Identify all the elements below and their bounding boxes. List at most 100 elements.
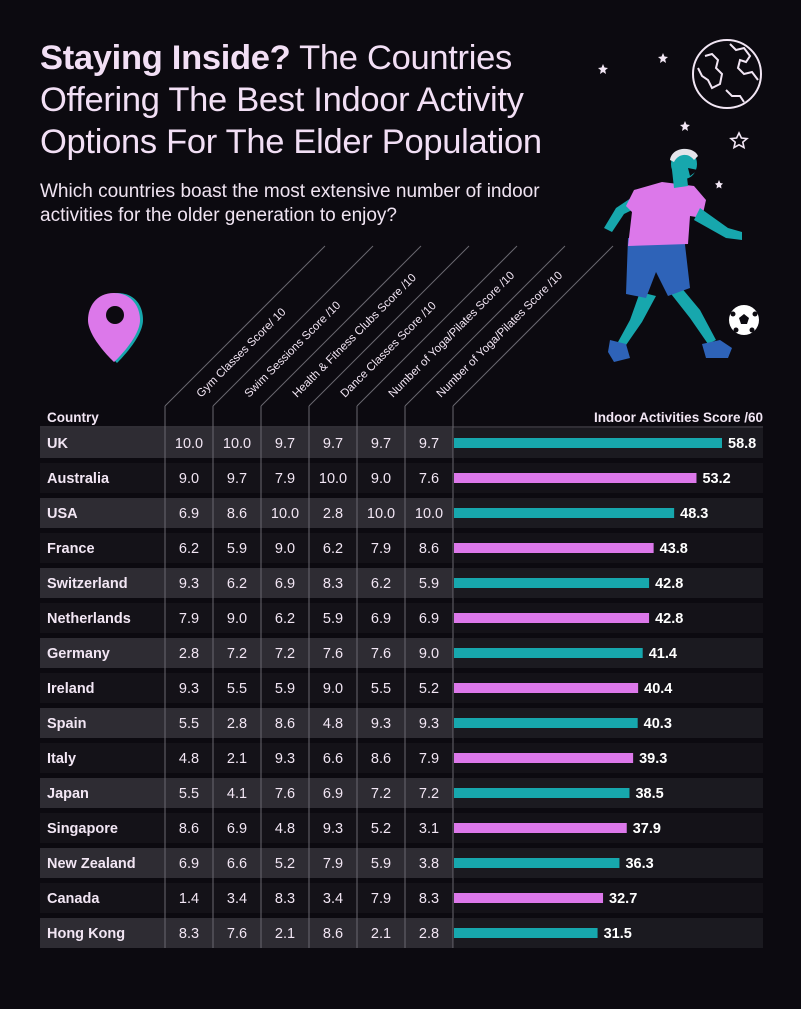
score-column-header: Indoor Activities Score /60 bbox=[594, 410, 763, 425]
score-cell: 2.1 bbox=[275, 926, 295, 942]
table-row: Singapore 8.6 6.9 4.8 9.3 5.2 3.1 37.9 bbox=[47, 821, 661, 837]
score-cell: 8.3 bbox=[275, 891, 295, 907]
score-cell: 8.6 bbox=[323, 926, 343, 942]
country-label: Netherlands bbox=[47, 611, 131, 627]
score-cell: 9.3 bbox=[179, 681, 199, 697]
table-row: USA 6.9 8.6 10.0 2.8 10.0 10.0 48.3 bbox=[47, 506, 708, 522]
star-icon bbox=[598, 53, 723, 189]
header-diagonal bbox=[260, 245, 422, 407]
score-cell: 7.6 bbox=[323, 646, 343, 662]
score-cell: 4.8 bbox=[179, 751, 199, 767]
row-background bbox=[40, 428, 453, 458]
total-label: 42.8 bbox=[655, 611, 683, 627]
table-row: Hong Kong 8.3 7.6 2.1 8.6 2.1 2.8 31.5 bbox=[47, 926, 632, 942]
score-cell: 8.6 bbox=[179, 821, 199, 837]
score-cell: 2.8 bbox=[179, 646, 199, 662]
title-bold: Staying Inside? bbox=[40, 39, 291, 77]
total-label: 36.3 bbox=[625, 856, 653, 872]
row-background bbox=[40, 463, 453, 493]
score-cell: 5.9 bbox=[275, 681, 295, 697]
score-cell: 7.2 bbox=[419, 786, 439, 802]
total-bar bbox=[454, 823, 627, 833]
row-background bbox=[40, 533, 453, 563]
page-subtitle: Which countries boast the most extensive… bbox=[40, 181, 540, 226]
header-diagonal bbox=[452, 245, 614, 407]
score-cell: 9.0 bbox=[323, 681, 343, 697]
score-cell: 3.1 bbox=[419, 821, 439, 837]
row-background bbox=[40, 568, 453, 598]
header-diagonal bbox=[212, 245, 374, 407]
score-cell: 7.9 bbox=[419, 751, 439, 767]
score-cell: 5.2 bbox=[371, 821, 391, 837]
table-row: Germany 2.8 7.2 7.2 7.6 7.6 9.0 41.4 bbox=[47, 646, 677, 662]
row-background bbox=[40, 638, 453, 668]
football-player-illustration bbox=[604, 148, 742, 362]
total-bar bbox=[454, 788, 630, 798]
score-cell: 5.2 bbox=[419, 681, 439, 697]
score-cell: 4.1 bbox=[227, 786, 247, 802]
star-outline-icon bbox=[729, 131, 749, 150]
total-bar bbox=[454, 473, 697, 483]
country-label: Italy bbox=[47, 751, 76, 767]
score-cell: 7.2 bbox=[275, 646, 295, 662]
total-bar bbox=[454, 858, 620, 868]
table-row: Australia 9.0 9.7 7.9 10.0 9.0 7.6 53.2 bbox=[47, 471, 731, 487]
country-column-header: Country bbox=[47, 410, 99, 425]
row-background bbox=[40, 813, 453, 843]
score-cell: 1.4 bbox=[179, 891, 199, 907]
score-cell: 9.0 bbox=[275, 541, 295, 557]
total-label: 42.8 bbox=[655, 576, 683, 592]
title-rest: The Countries Offering The Best Indoor A… bbox=[40, 39, 542, 161]
score-cell: 9.3 bbox=[275, 751, 295, 767]
score-cell: 6.9 bbox=[227, 821, 247, 837]
total-bar bbox=[454, 543, 654, 553]
header-diagonal bbox=[308, 245, 470, 407]
score-cell: 5.5 bbox=[179, 786, 199, 802]
score-cell: 10.0 bbox=[223, 436, 251, 452]
score-cell: 7.6 bbox=[275, 786, 295, 802]
row-background bbox=[40, 918, 453, 948]
score-cell: 5.9 bbox=[323, 611, 343, 627]
column-header: Dance Classes Score /10 bbox=[339, 300, 439, 400]
score-cell: 5.9 bbox=[371, 856, 391, 872]
country-label: Spain bbox=[47, 716, 86, 732]
table-row: Ireland 9.3 5.5 5.9 9.0 5.5 5.2 40.4 bbox=[47, 681, 672, 697]
score-cell: 2.8 bbox=[419, 926, 439, 942]
total-label: 40.3 bbox=[644, 716, 672, 732]
score-cell: 9.7 bbox=[275, 436, 295, 452]
table-row: Canada 1.4 3.4 8.3 3.4 7.9 8.3 32.7 bbox=[47, 891, 637, 907]
total-bar bbox=[454, 508, 675, 518]
country-label: France bbox=[47, 541, 95, 557]
column-header: Gym Classes Score/ 10 bbox=[195, 306, 289, 400]
score-cell: 8.3 bbox=[419, 891, 439, 907]
score-cell: 5.2 bbox=[275, 856, 295, 872]
country-label: UK bbox=[47, 436, 68, 452]
total-label: 58.8 bbox=[728, 436, 756, 452]
country-label: USA bbox=[47, 506, 78, 522]
score-cell: 7.2 bbox=[227, 646, 247, 662]
score-cell: 7.9 bbox=[371, 891, 391, 907]
total-label: 48.3 bbox=[680, 506, 708, 522]
total-label: 39.3 bbox=[639, 751, 667, 767]
globe-icon bbox=[692, 39, 762, 109]
table-row: Switzerland 9.3 6.2 6.9 8.3 6.2 5.9 42.8 bbox=[47, 576, 683, 592]
score-cell: 6.2 bbox=[179, 541, 199, 557]
score-cell: 8.3 bbox=[179, 926, 199, 942]
score-cell: 9.3 bbox=[419, 716, 439, 732]
total-label: 40.4 bbox=[644, 681, 672, 697]
score-cell: 2.8 bbox=[227, 716, 247, 732]
grid-lines bbox=[40, 245, 763, 948]
score-cell: 9.3 bbox=[323, 821, 343, 837]
total-label: 38.5 bbox=[635, 786, 663, 802]
total-label: 41.4 bbox=[649, 646, 677, 662]
table-rows: UK 10.0 10.0 9.7 9.7 9.7 9.7 58.8 Australia 9.0 9.… bbox=[47, 436, 756, 942]
score-cell: 5.5 bbox=[179, 716, 199, 732]
row-background bbox=[40, 883, 453, 913]
score-cell: 7.6 bbox=[227, 926, 247, 942]
score-cell: 8.6 bbox=[275, 716, 295, 732]
score-cell: 6.2 bbox=[371, 576, 391, 592]
column-headers: Country Indoor Activities Score /60 Gym … bbox=[47, 270, 763, 425]
total-bar bbox=[454, 683, 639, 693]
score-cell: 9.0 bbox=[179, 471, 199, 487]
